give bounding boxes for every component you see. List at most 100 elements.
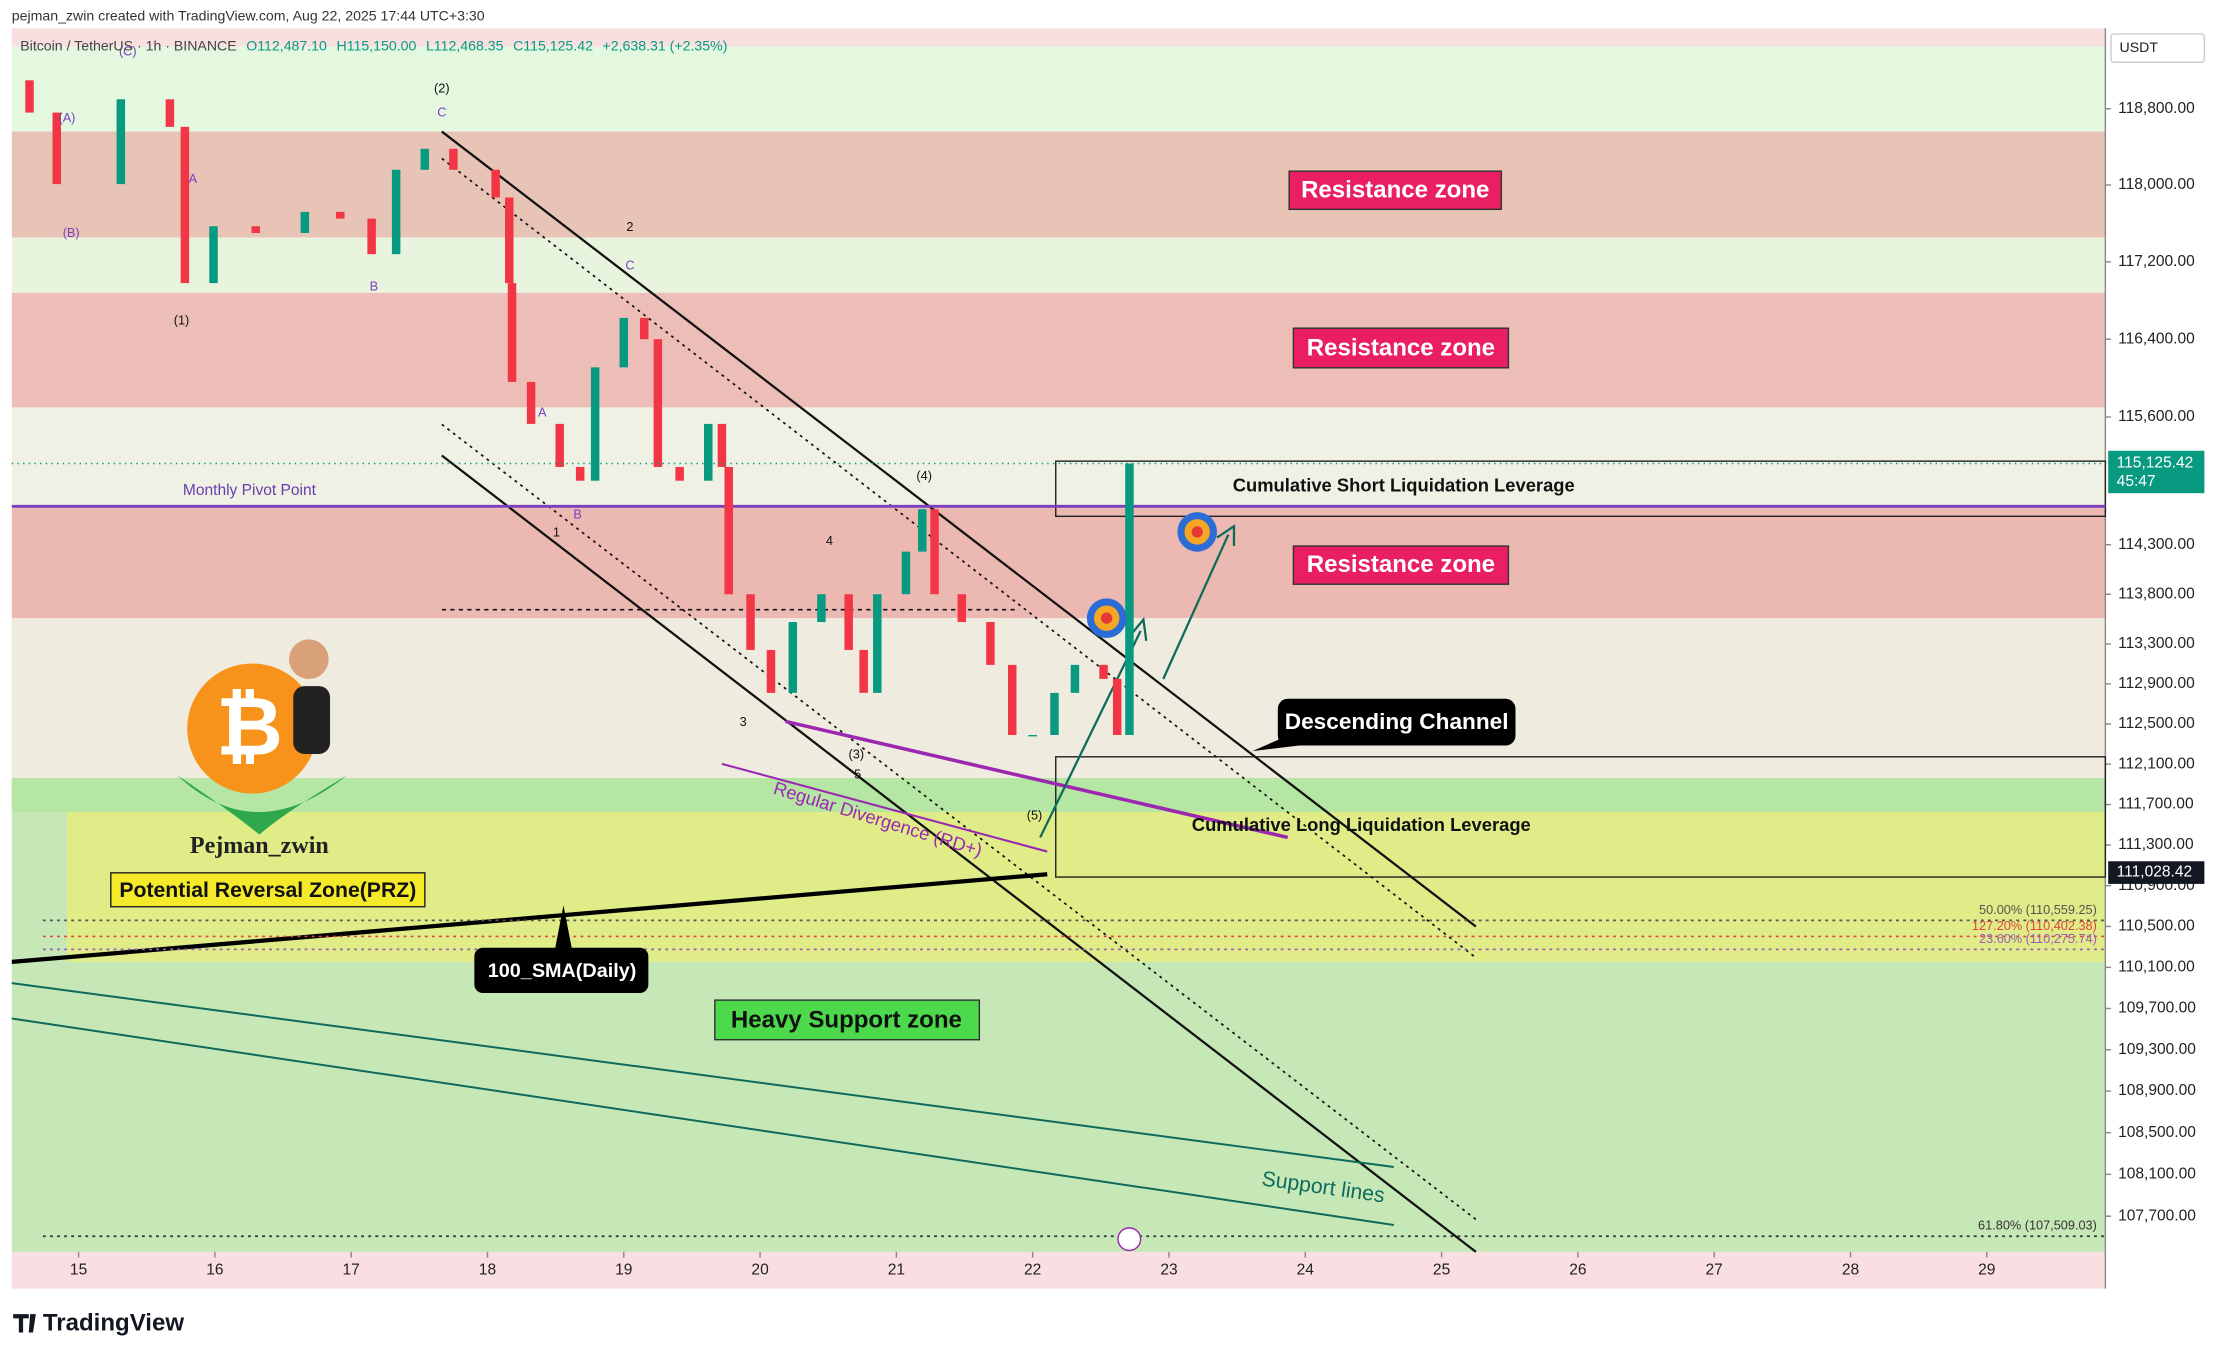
y-tick-label: 109,300.00	[2118, 1041, 2196, 1058]
labels: Resistance zone Resistance zone Resistan…	[110, 170, 1575, 1207]
candle	[491, 169, 500, 198]
candle	[859, 649, 868, 693]
ohlc: C115,125.42	[513, 37, 593, 53]
y-tick-label: 112,500.00	[2118, 715, 2195, 732]
resistance-label: Resistance zone	[1307, 335, 1495, 362]
resistance-label: Resistance zone	[1307, 551, 1495, 578]
x-tick-label: 20	[751, 1261, 769, 1278]
candle	[367, 218, 376, 255]
candle	[1125, 463, 1134, 735]
character	[293, 686, 331, 754]
wave-label: (C)	[119, 44, 137, 59]
arrow	[1162, 524, 1236, 680]
currency: USDT	[2120, 39, 2159, 55]
label-box	[474, 947, 649, 994]
y-tick-label: 118,000.00	[2118, 176, 2195, 193]
candle	[590, 367, 600, 481]
wave-label: (1)	[174, 312, 190, 327]
drawings	[11, 130, 2107, 1253]
fib-label: 127.20% (110,402.38)	[1972, 918, 2097, 933]
candle	[704, 423, 713, 481]
zones	[11, 28, 2107, 1289]
event-icon[interactable]	[1117, 1227, 1142, 1252]
bitcoin-symbol: ₿	[216, 681, 283, 772]
currency-box[interactable]	[2110, 33, 2206, 63]
ohlc: L112,468.35	[426, 37, 504, 53]
y-tick-label: 111,700.00	[2118, 796, 2194, 813]
x-tick-label: 26	[1569, 1261, 1586, 1278]
channel-mid-line	[441, 423, 1477, 1221]
candle	[717, 423, 727, 467]
brand-logo	[13, 1314, 36, 1333]
zone	[11, 46, 2106, 132]
wave-label: B	[370, 279, 378, 294]
x-tick-label: 24	[1297, 1261, 1315, 1278]
grid	[77, 108, 2112, 1258]
y-tick-label: 110,500.00	[2118, 918, 2195, 935]
candle	[1028, 734, 1037, 737]
author-name: Pejman_zwin	[190, 833, 329, 859]
wave-label: 4	[826, 533, 833, 548]
countdown: 45:47	[2117, 473, 2156, 490]
candle	[209, 226, 218, 284]
author-emblem: ₿ Pejman_zwin	[177, 639, 348, 859]
label-box	[1292, 545, 1510, 585]
candle	[505, 197, 514, 284]
channel-mid-line	[441, 157, 1477, 959]
target-icon	[1191, 526, 1203, 538]
x-tick-label: 15	[70, 1261, 87, 1278]
x-tick-label: 28	[1842, 1261, 1859, 1278]
wave-label: (A)	[58, 110, 75, 125]
candle	[1007, 664, 1017, 735]
y-tick-label: 117,200.00	[2118, 253, 2195, 270]
y-tick-label: 118,800.00	[2118, 100, 2195, 117]
label-box	[1288, 170, 1503, 211]
x-axis-band	[11, 1251, 2106, 1289]
targets	[1086, 512, 1218, 1252]
sma-line	[11, 872, 1048, 965]
candle	[1112, 678, 1122, 735]
wave-label: 5	[854, 767, 861, 782]
wave-label: A	[538, 404, 547, 419]
candle	[507, 283, 517, 382]
last-price: 115,125.42	[2117, 455, 2194, 472]
x-tick-label: 19	[615, 1261, 632, 1278]
fib-label: 61.80% (107,509.03)	[1978, 1218, 2097, 1233]
candle	[180, 126, 190, 284]
divergence-line	[785, 719, 1289, 840]
resistance-zone	[11, 506, 2106, 619]
candle	[724, 466, 733, 595]
candle	[300, 211, 310, 234]
candle	[336, 211, 345, 219]
ohlc: O112,487.10	[246, 37, 327, 53]
label-box	[1292, 327, 1510, 369]
y-tick-label: 108,100.00	[2118, 1165, 2196, 1182]
y-tick-label: 107,700.00	[2118, 1207, 2196, 1224]
last-price-box	[2108, 450, 2205, 494]
zone	[11, 407, 2106, 507]
long-liq-box	[1055, 756, 2107, 878]
candle	[844, 594, 853, 650]
wave-label: 3	[740, 714, 747, 729]
zone	[11, 237, 2106, 293]
bitcoin-logo	[187, 663, 318, 794]
candle	[1070, 664, 1080, 693]
wave-label: C	[625, 257, 634, 272]
y-tick-label: 112,100.00	[2118, 755, 2195, 772]
candle	[746, 594, 755, 650]
y-tick-label: 113,800.00	[2118, 585, 2195, 602]
candle	[1099, 664, 1108, 679]
short-liq-label: Cumulative Short Liquidation Leverage	[1233, 474, 1575, 495]
prz-label: Potential Reversal Zone(PRZ)	[119, 879, 416, 902]
x-tick-label: 27	[1706, 1261, 1723, 1278]
marker-price-box	[2108, 861, 2205, 884]
ohlc: H115,150.00	[337, 37, 417, 53]
candle	[116, 99, 126, 185]
x-tick-label: 16	[206, 1261, 223, 1278]
resistance-label: Resistance zone	[1301, 176, 1489, 203]
channel-label: Descending Channel	[1285, 709, 1509, 734]
emblem-leaf	[177, 775, 348, 835]
